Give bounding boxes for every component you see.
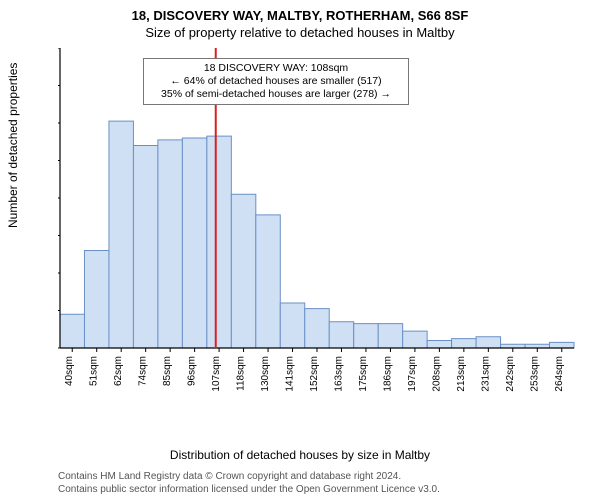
histogram-bar	[378, 324, 402, 348]
svg-text:197sqm: 197sqm	[407, 356, 418, 392]
svg-text:40sqm: 40sqm	[64, 356, 75, 386]
histogram-bar	[182, 138, 206, 348]
svg-text:51sqm: 51sqm	[89, 356, 100, 386]
svg-text:85sqm: 85sqm	[162, 356, 173, 386]
annotation-line3: 35% of semi-detached houses are larger (…	[150, 88, 402, 101]
histogram-bar	[60, 314, 84, 348]
histogram-bar	[280, 303, 304, 348]
svg-text:213sqm: 213sqm	[456, 356, 467, 392]
svg-text:152sqm: 152sqm	[309, 356, 320, 392]
svg-text:141sqm: 141sqm	[285, 356, 296, 392]
svg-text:231sqm: 231sqm	[480, 356, 491, 392]
attribution-footer: Contains HM Land Registry data © Crown c…	[58, 471, 590, 496]
histogram-bar	[427, 341, 451, 349]
svg-text:175sqm: 175sqm	[358, 356, 369, 392]
histogram-bar	[476, 337, 500, 348]
chart-title-sub: Size of property relative to detached ho…	[0, 23, 600, 44]
x-axis-label: Distribution of detached houses by size …	[0, 448, 600, 462]
annotation-box: 18 DISCOVERY WAY: 108sqm ← 64% of detach…	[143, 58, 409, 105]
histogram-bar	[550, 342, 574, 348]
svg-text:96sqm: 96sqm	[187, 356, 198, 386]
footer-line1: Contains HM Land Registry data © Crown c…	[58, 471, 590, 484]
plot-area: 02040608010012014016040sqm51sqm62sqm74sq…	[58, 48, 578, 408]
svg-text:253sqm: 253sqm	[529, 356, 540, 392]
svg-text:74sqm: 74sqm	[138, 356, 149, 386]
svg-text:107sqm: 107sqm	[211, 356, 222, 392]
histogram-bar	[207, 136, 231, 348]
histogram-bar	[84, 251, 108, 349]
histogram-bar	[133, 146, 157, 349]
chart-title-main: 18, DISCOVERY WAY, MALTBY, ROTHERHAM, S6…	[0, 0, 600, 23]
svg-text:118sqm: 118sqm	[236, 356, 247, 391]
histogram-bar	[305, 309, 329, 348]
histogram-bar	[158, 140, 182, 348]
histogram-bar	[354, 324, 378, 348]
svg-text:62sqm: 62sqm	[113, 356, 124, 386]
histogram-bar	[452, 339, 476, 348]
svg-text:208sqm: 208sqm	[431, 356, 442, 392]
y-axis-label: Number of detached properties	[6, 63, 20, 228]
svg-text:163sqm: 163sqm	[333, 356, 344, 392]
annotation-line2: ← 64% of detached houses are smaller (51…	[150, 75, 402, 88]
footer-line2: Contains public sector information licen…	[58, 484, 590, 497]
histogram-bar	[403, 331, 427, 348]
histogram-bar	[329, 322, 353, 348]
histogram-bar	[256, 215, 280, 348]
annotation-line1: 18 DISCOVERY WAY: 108sqm	[150, 62, 402, 75]
histogram-bar	[109, 121, 133, 348]
histogram-bar	[231, 194, 255, 348]
svg-text:242sqm: 242sqm	[505, 356, 516, 392]
chart-container: 18, DISCOVERY WAY, MALTBY, ROTHERHAM, S6…	[0, 0, 600, 500]
svg-text:264sqm: 264sqm	[554, 356, 565, 392]
svg-text:130sqm: 130sqm	[260, 356, 271, 392]
svg-text:186sqm: 186sqm	[382, 356, 393, 392]
